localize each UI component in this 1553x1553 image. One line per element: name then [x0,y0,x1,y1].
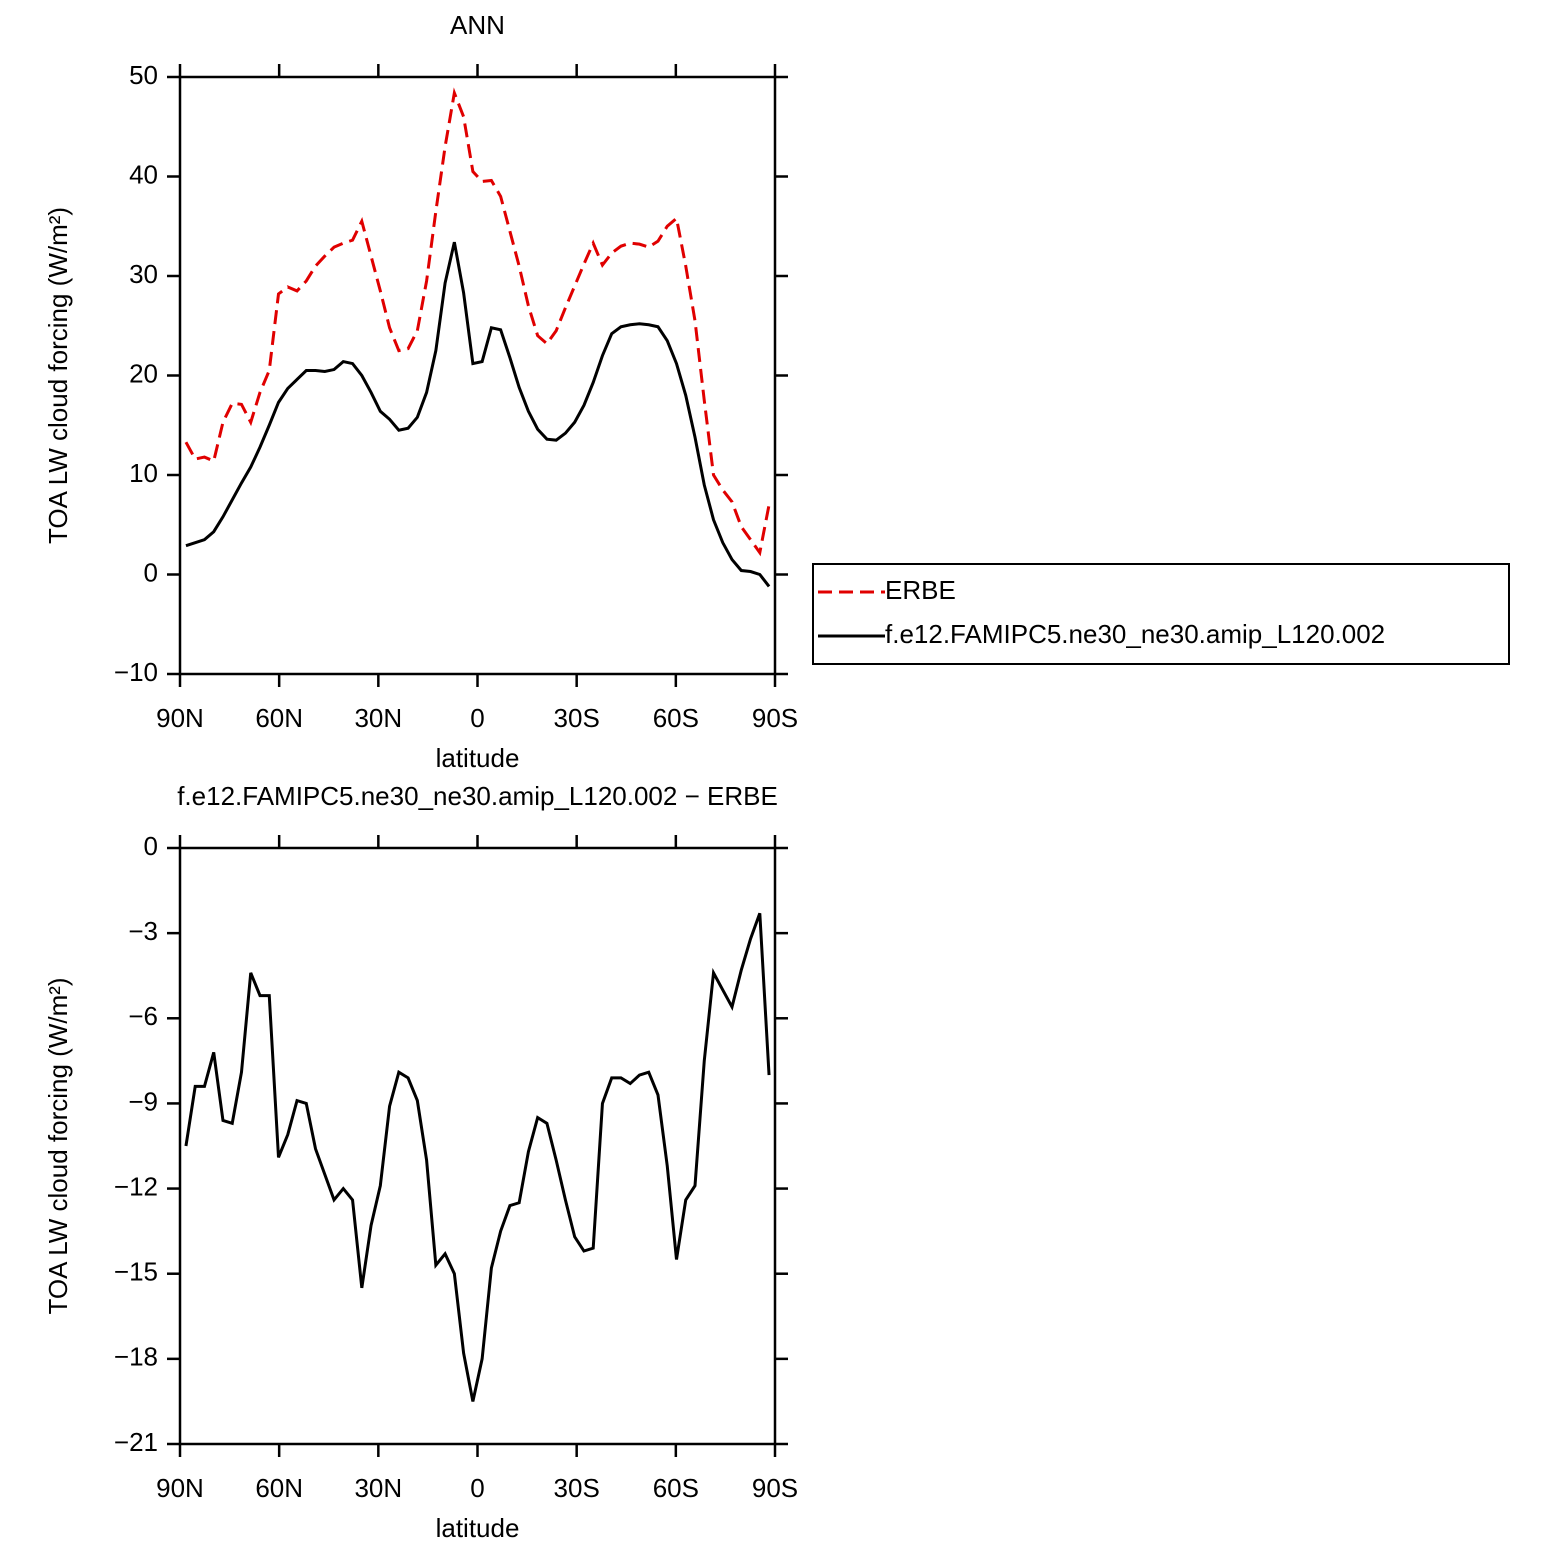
y-tick-label: −15 [114,1257,158,1287]
legend-label: ERBE [885,575,956,605]
y-tick-label: 20 [129,358,158,388]
y-tick-label: 50 [129,60,158,90]
y-tick-label: 40 [129,159,158,189]
legend-label: f.e12.FAMIPC5.ne30_ne30.amip_L120.002 [885,619,1385,649]
x-tick-label: 90S [752,1473,798,1503]
y-tick-label: 10 [129,458,158,488]
y-tick-label: −6 [128,1001,158,1031]
x-tick-label: 60N [255,703,303,733]
plot-frame [178,846,777,1446]
data-line [184,912,771,1402]
x-tick-label: 0 [470,1473,484,1503]
x-tick-label: 90N [156,1473,204,1503]
x-tick-label: 30S [554,1473,600,1503]
x-tick-label: 30N [354,703,402,733]
x-tick-label: 30S [554,703,600,733]
y-tick-label: 0 [144,831,158,861]
y-axis-label: TOA LW cloud forcing (W/m²) [43,977,73,1314]
y-tick-label: −9 [128,1086,158,1116]
chart-title: ANN [450,10,505,40]
x-tick-label: 0 [470,703,484,733]
y-tick-label: −12 [114,1171,158,1201]
data-line [185,241,771,588]
x-tick-label: 90N [156,703,204,733]
y-tick-label: 0 [144,557,158,587]
y-axis-label: TOA LW cloud forcing (W/m²) [43,207,73,544]
x-tick-label: 60S [653,1473,699,1503]
y-tick-label: −21 [114,1427,158,1457]
x-tick-label: 90S [752,703,798,733]
chart-title: f.e12.FAMIPC5.ne30_ne30.amip_L120.002 − … [177,781,778,811]
y-tick-label: −10 [114,657,158,687]
y-tick-label: −3 [128,916,158,946]
plot-frame [178,75,777,676]
x-tick-label: 60N [255,1473,303,1503]
data-line [184,87,771,557]
x-axis-label: latitude [436,1513,520,1543]
y-tick-label: 30 [129,259,158,289]
x-tick-label: 30N [354,1473,402,1503]
x-tick-label: 60S [653,703,699,733]
y-tick-label: −18 [114,1342,158,1372]
legend-box [812,563,1510,665]
x-axis-label: latitude [436,743,520,773]
